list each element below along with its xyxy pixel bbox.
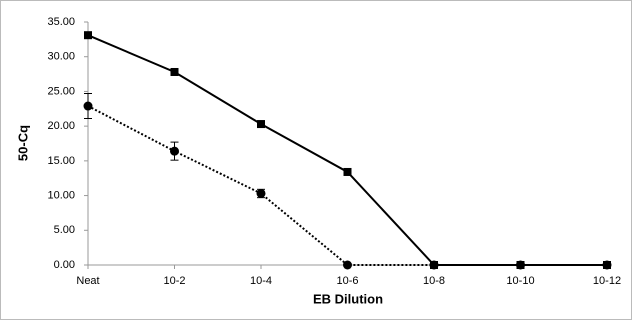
point — [170, 67, 179, 76]
point — [603, 261, 611, 269]
point — [343, 260, 352, 270]
y-tick-label: 5.00 — [54, 224, 75, 236]
point — [84, 31, 92, 40]
y-axis-title: 50-Cq — [15, 125, 30, 161]
y-tick-label: 0.00 — [54, 259, 75, 271]
x-tick-label: 10-2 — [163, 275, 185, 287]
point — [516, 261, 525, 269]
point — [343, 167, 352, 176]
x-tick-label: Neat — [76, 275, 99, 287]
point — [83, 101, 93, 111]
point — [257, 120, 265, 129]
y-tick-label: 15.00 — [47, 155, 75, 167]
x-axis-title: EB Dilution — [313, 291, 383, 306]
y-tick-label: 35.00 — [47, 16, 75, 28]
x-tick-label: 10-4 — [250, 275, 272, 287]
x-tick-label: 10-10 — [506, 275, 534, 287]
point — [170, 146, 179, 156]
y-tick-label: 30.00 — [47, 51, 75, 63]
y-tick-label: 10.00 — [47, 189, 75, 201]
x-tick-label: 10-6 — [336, 275, 358, 287]
point — [430, 261, 438, 269]
x-tick-label: 10-8 — [423, 275, 445, 287]
y-tick-label: 25.00 — [47, 85, 75, 97]
point — [256, 188, 266, 198]
y-tick-label: 20.00 — [47, 120, 75, 132]
x-tick-label: 10-12 — [593, 275, 621, 287]
